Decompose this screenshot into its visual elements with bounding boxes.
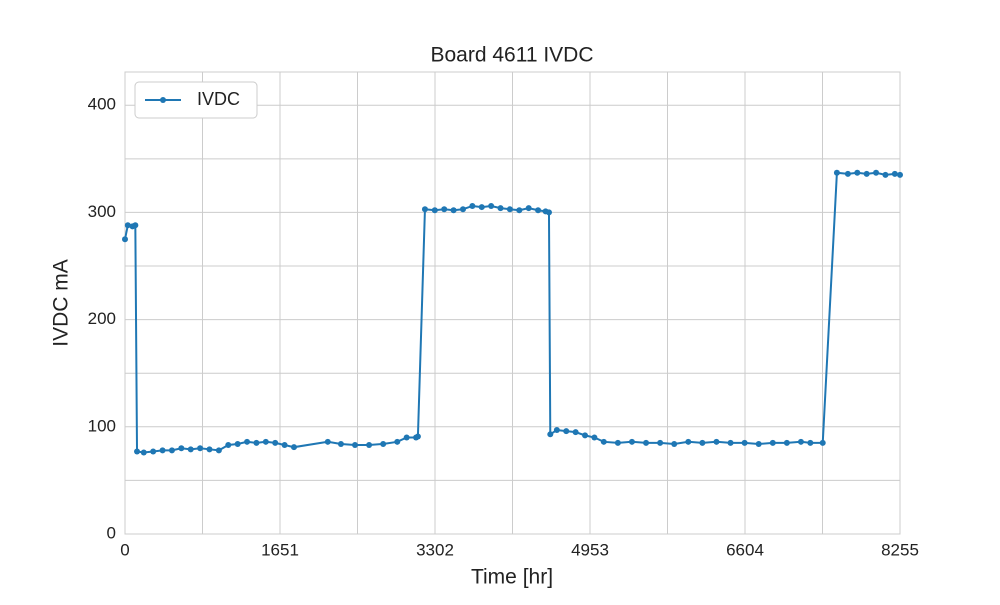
x-axis-label: Time [hr] <box>471 566 553 589</box>
legend-marker <box>160 97 166 103</box>
x-tick-label: 8255 <box>881 540 919 559</box>
data-point <box>727 439 734 446</box>
data-point <box>324 438 331 445</box>
data-point <box>134 448 141 455</box>
data-point <box>290 444 297 451</box>
data-point <box>187 446 194 453</box>
data-point <box>122 236 128 243</box>
y-tick-label: 200 <box>88 309 116 328</box>
data-point <box>150 448 157 455</box>
data-point <box>215 447 222 454</box>
data-point <box>272 439 279 446</box>
data-point <box>488 202 495 209</box>
data-point <box>497 205 504 212</box>
data-point <box>713 438 720 445</box>
data-point <box>671 440 678 447</box>
y-tick-label: 0 <box>107 523 116 542</box>
data-point <box>234 440 241 447</box>
data-point <box>897 171 903 178</box>
data-point <box>525 205 532 212</box>
data-point <box>547 431 554 438</box>
data-point <box>394 438 401 445</box>
data-point <box>478 204 485 211</box>
data-point <box>741 439 748 446</box>
data-point <box>450 207 457 214</box>
data-point <box>197 445 204 452</box>
plot-frame <box>124 71 901 535</box>
y-tick-label: 400 <box>88 95 116 114</box>
y-tick-label: 300 <box>88 202 116 221</box>
x-tick-label: 0 <box>120 540 129 559</box>
data-point <box>844 170 851 177</box>
y-tick-label: 100 <box>88 416 116 435</box>
data-point <box>140 449 147 456</box>
data-point <box>441 206 448 213</box>
data-point <box>873 169 880 176</box>
x-tick-label: 1651 <box>261 540 299 559</box>
data-point <box>891 170 898 177</box>
data-point <box>535 207 542 214</box>
data-point <box>469 202 476 209</box>
data-point <box>168 447 175 454</box>
data-point <box>783 439 790 446</box>
data-point <box>882 171 889 178</box>
data-point <box>563 428 570 435</box>
data-point <box>797 438 804 445</box>
data-point <box>159 447 166 454</box>
data-point <box>421 206 428 213</box>
data-point <box>614 439 621 446</box>
data-point <box>352 442 359 449</box>
data-point <box>459 206 466 213</box>
x-tick-label: 6604 <box>726 540 764 559</box>
data-point <box>863 170 870 177</box>
data-point <box>755 440 762 447</box>
legend-box <box>134 81 258 119</box>
data-point <box>414 433 421 440</box>
data-point <box>807 439 814 446</box>
data-point <box>403 434 410 441</box>
data-point <box>657 439 664 446</box>
data-point <box>591 434 598 441</box>
data-point <box>819 439 826 446</box>
data-point <box>253 439 260 446</box>
data-point <box>699 439 706 446</box>
data-point <box>337 440 344 447</box>
y-axis-label: IVDC mA <box>50 259 73 347</box>
data-point <box>206 446 213 453</box>
data-point <box>506 206 513 213</box>
data-point <box>600 438 607 445</box>
data-point <box>281 442 288 449</box>
data-point <box>628 438 635 445</box>
data-point <box>431 207 438 214</box>
data-point <box>366 442 373 449</box>
data-point <box>132 222 139 229</box>
data-point <box>553 427 560 434</box>
data-point <box>769 439 776 446</box>
data-point <box>516 207 523 214</box>
legend-label: IVDC <box>197 89 240 109</box>
data-point <box>582 432 589 439</box>
data-point <box>572 429 579 436</box>
data-point <box>833 169 840 176</box>
data-point <box>225 442 232 449</box>
x-tick-label: 3302 <box>416 540 454 559</box>
data-point <box>643 439 650 446</box>
data-point <box>854 169 861 176</box>
x-tick-label: 4953 <box>571 540 609 559</box>
chart-title: Board 4611 IVDC <box>430 44 593 67</box>
data-point <box>244 438 251 445</box>
data-point <box>262 438 269 445</box>
data-point <box>545 209 552 216</box>
data-point <box>178 445 185 452</box>
data-point <box>380 440 387 447</box>
data-point <box>124 222 131 229</box>
data-point <box>685 438 692 445</box>
